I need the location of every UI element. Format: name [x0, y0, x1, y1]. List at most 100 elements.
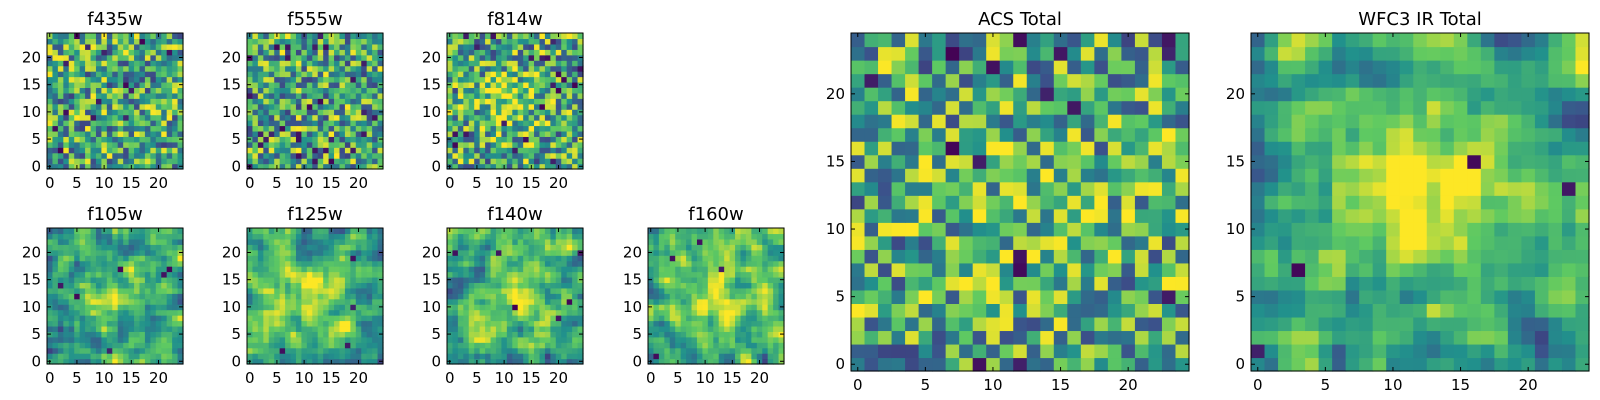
heatmap-cell — [279, 353, 286, 360]
heatmap-cell — [463, 309, 470, 316]
heatmap-cell — [539, 114, 546, 121]
heatmap-cell — [123, 304, 130, 311]
heatmap-cell — [696, 298, 703, 305]
heatmap-cell — [334, 147, 341, 154]
heatmap-cell — [172, 266, 179, 273]
heatmap-cell — [452, 260, 459, 267]
heatmap-cell — [328, 271, 335, 278]
heatmap-cell — [101, 282, 108, 289]
heatmap-cell — [144, 130, 151, 137]
heatmap-cell — [323, 71, 330, 78]
heatmap-cell — [905, 316, 920, 332]
heatmap-cell — [972, 195, 987, 210]
heatmap-cell — [312, 98, 319, 105]
heatmap-cell — [561, 103, 568, 110]
heatmap-cell — [474, 49, 481, 56]
heatmap-cell — [457, 249, 464, 256]
heatmap-cell — [290, 293, 297, 300]
heatmap-cell — [306, 87, 313, 94]
heatmap-cell — [150, 233, 157, 240]
heatmap-cell — [106, 276, 113, 283]
heatmap-cell — [268, 71, 275, 78]
heatmap-cell — [561, 282, 568, 289]
heatmap-cell — [366, 358, 373, 365]
heatmap-cell — [506, 109, 513, 116]
heatmap-cell — [155, 320, 162, 327]
heatmap-cell — [128, 276, 135, 283]
heatmap-cell — [361, 147, 368, 154]
heatmap-cell — [1040, 222, 1055, 237]
heatmap-cell — [106, 287, 113, 294]
heatmap-cell — [566, 298, 573, 305]
heatmap-cell — [150, 309, 157, 316]
heatmap-cell — [339, 353, 346, 360]
heatmap-cell — [680, 331, 687, 338]
y-tick-label: 15 — [222, 76, 241, 94]
heatmap-cell — [106, 33, 113, 40]
heatmap-cell — [778, 244, 785, 251]
heatmap-cell — [166, 255, 173, 262]
heatmap-cell — [177, 92, 184, 99]
heatmap-cell — [290, 125, 297, 132]
heatmap-cell — [878, 262, 893, 277]
heatmap-cell — [577, 60, 584, 67]
heatmap-cell — [257, 347, 264, 354]
heatmap-cell — [658, 238, 665, 245]
heatmap-cell — [905, 154, 920, 169]
heatmap-cell — [463, 158, 470, 165]
heatmap-cell — [468, 114, 475, 121]
heatmap-cell — [778, 271, 785, 278]
heatmap-cell — [523, 141, 530, 148]
heatmap-cell — [312, 304, 319, 311]
heatmap-cell — [1040, 262, 1055, 277]
panel-title: f814w — [487, 9, 542, 30]
heatmap-cell — [101, 125, 108, 132]
heatmap-cell — [561, 228, 568, 235]
heatmap-cell — [696, 282, 703, 289]
heatmap-cell — [95, 87, 102, 94]
heatmap-cell — [128, 158, 135, 165]
heatmap-cell — [355, 309, 362, 316]
heatmap-cell — [517, 114, 524, 121]
heatmap-cell — [658, 271, 665, 278]
heatmap-cell — [366, 114, 373, 121]
heatmap-cell — [361, 244, 368, 251]
heatmap-cell — [144, 49, 151, 56]
heatmap-cell — [274, 152, 281, 159]
heatmap-cell — [90, 342, 97, 349]
heatmap-cell — [702, 287, 709, 294]
y-tick-label: 10 — [422, 298, 441, 316]
heatmap-cell — [485, 141, 492, 148]
heatmap-cell — [117, 33, 124, 40]
heatmap-cell — [680, 315, 687, 322]
heatmap-cell — [517, 125, 524, 132]
heatmap-cell — [117, 298, 124, 305]
heatmap-cell — [506, 342, 513, 349]
heatmap-cell — [773, 304, 780, 311]
heatmap-cell — [252, 152, 259, 159]
heatmap-cell — [150, 282, 157, 289]
heatmap-cell — [295, 43, 302, 50]
heatmap-cell — [468, 38, 475, 45]
heatmap-cell — [155, 298, 162, 305]
heatmap-cell — [566, 65, 573, 72]
heatmap-cell — [361, 76, 368, 83]
heatmap-cell — [485, 244, 492, 251]
heatmap-cell — [1053, 316, 1068, 332]
heatmap-cell — [252, 315, 259, 322]
heatmap-cell — [506, 304, 513, 311]
heatmap-cell — [312, 120, 319, 127]
heatmap-cell — [366, 266, 373, 273]
heatmap-cell — [74, 287, 81, 294]
heatmap-cell — [301, 76, 308, 83]
heatmap-cell — [501, 130, 508, 137]
heatmap-cell — [474, 147, 481, 154]
heatmap-cell — [285, 141, 292, 148]
y-tick-label: 20 — [22, 48, 41, 66]
heatmap-cell — [561, 293, 568, 300]
heatmap-cell — [172, 293, 179, 300]
heatmap-cell — [301, 249, 308, 256]
heatmap-cell — [534, 71, 541, 78]
heatmap-cell — [57, 233, 64, 240]
heatmap-cell — [257, 141, 264, 148]
